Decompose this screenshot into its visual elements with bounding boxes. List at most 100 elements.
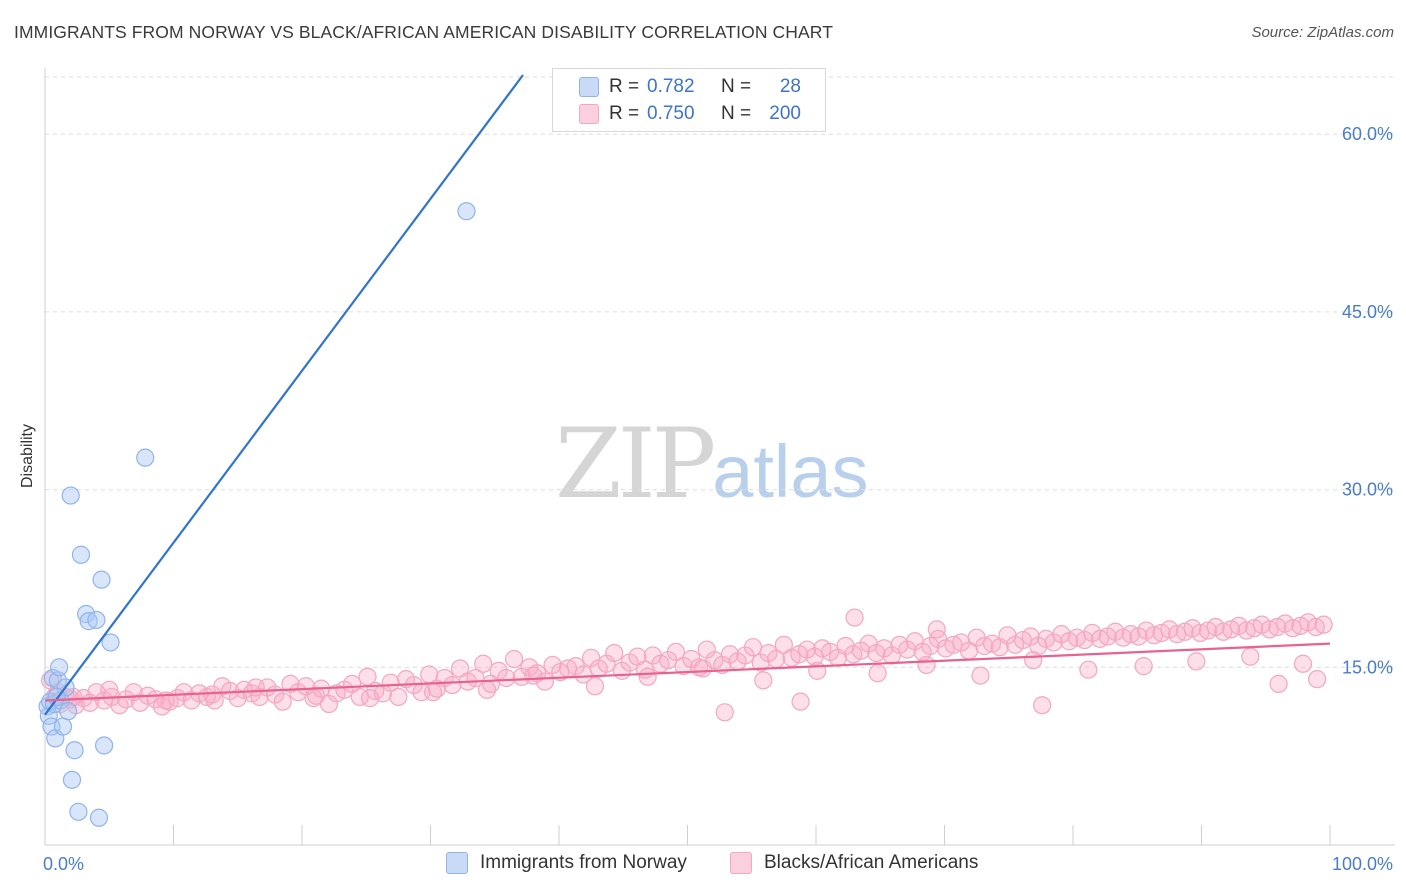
norway-trend-line	[44, 74, 524, 716]
black-point	[1052, 625, 1071, 644]
black-point	[928, 629, 948, 648]
black-point	[868, 664, 887, 683]
norway-point	[79, 612, 98, 631]
black-trend-line	[44, 642, 1331, 702]
black-point	[1029, 636, 1048, 656]
legend-n-label: N =	[721, 76, 752, 97]
legend-swatch-black	[579, 104, 599, 124]
black-point	[443, 675, 462, 695]
black-point	[1308, 670, 1327, 689]
norway-point	[71, 545, 91, 564]
black-point	[791, 692, 810, 711]
black-point	[202, 685, 222, 704]
norway-point	[59, 702, 78, 721]
bottom-legend-label-norway: Immigrants from Norway	[480, 852, 687, 873]
norway-point	[65, 741, 84, 760]
bottom-legend-black: Blacks/African Americans	[730, 852, 978, 874]
black-point	[250, 687, 269, 707]
black-point	[743, 638, 763, 657]
norway-point	[62, 770, 82, 789]
black-point	[921, 636, 940, 656]
black-point	[246, 678, 265, 697]
black-point	[1241, 647, 1260, 666]
black-point	[1293, 654, 1313, 673]
y-tick-label: 15.0%	[1342, 657, 1393, 677]
y-tick-label: 45.0%	[1342, 302, 1393, 322]
norway-point	[95, 736, 114, 755]
legend-swatch-norway	[579, 77, 599, 97]
black-point	[1021, 627, 1040, 646]
black-point	[1269, 674, 1288, 693]
black-point	[423, 683, 443, 702]
norway-point	[39, 706, 58, 725]
legend-r-label: R =	[609, 103, 640, 124]
black-point	[1079, 660, 1098, 679]
legend-r-value-norway: 0.782	[647, 76, 695, 97]
black-point	[381, 673, 400, 692]
black-point	[808, 661, 827, 680]
legend-n-label: N =	[721, 103, 752, 124]
black-point	[574, 665, 593, 684]
chart-title: IMMIGRANTS FROM NORWAY VS BLACK/AFRICAN …	[14, 22, 833, 42]
black-point	[751, 653, 770, 672]
black-point	[605, 643, 624, 663]
bottom-legend-swatch-black	[730, 852, 752, 874]
black-point	[524, 666, 543, 685]
bottom-legend-label-black: Blacks/African Americans	[764, 852, 979, 873]
black-point	[693, 659, 713, 678]
legend-r-value-black: 0.750	[647, 103, 695, 124]
norway-point	[87, 610, 106, 630]
watermark-atlas: atlas	[712, 430, 869, 513]
x-tick-label: 0.0%	[43, 854, 84, 874]
black-point	[971, 666, 990, 685]
black-point	[474, 654, 493, 673]
black-point	[715, 703, 734, 722]
watermark-zip: ZIP	[555, 408, 716, 520]
black-point	[927, 620, 946, 639]
norway-point	[77, 604, 96, 624]
black-point	[543, 655, 562, 675]
black-point	[638, 667, 657, 686]
black-point	[1033, 696, 1052, 715]
norway-point	[69, 802, 88, 821]
norway-point	[89, 808, 109, 827]
black-point	[674, 657, 693, 676]
black-point	[116, 690, 136, 709]
bottom-legend-norway: Immigrants from Norway	[446, 852, 687, 874]
norway-point	[92, 570, 111, 589]
x-tick-label: 100.0%	[1332, 854, 1393, 874]
black-point	[797, 640, 817, 659]
black-point	[917, 655, 936, 675]
black-point	[273, 692, 292, 711]
black-point	[845, 608, 864, 627]
black-point	[307, 686, 326, 705]
black-point	[504, 649, 524, 669]
black-point	[361, 689, 380, 708]
black-point	[497, 668, 516, 688]
legend-n-value-black: 200	[769, 103, 801, 124]
watermark: ZIPatlas	[555, 408, 869, 520]
black-point	[477, 680, 497, 699]
legend-n-value-norway: 28	[779, 76, 801, 97]
black-point	[130, 693, 150, 712]
norway-point	[101, 633, 120, 652]
black-point	[1075, 630, 1094, 650]
black-point	[1134, 657, 1153, 676]
black-point	[666, 642, 686, 662]
black-point	[754, 671, 773, 690]
black-point	[389, 687, 408, 707]
legend-r-label: R =	[609, 76, 640, 97]
black-point	[875, 639, 894, 658]
stats-legend: R = 0.782 N = 28 R = 0.750 N = 200	[552, 68, 826, 132]
norway-point	[457, 202, 476, 221]
norway-point	[61, 486, 80, 505]
black-point	[720, 645, 740, 664]
black-point	[182, 691, 201, 710]
black-point	[1187, 652, 1206, 671]
chart-source: Source: ZipAtlas.com	[1251, 24, 1394, 41]
y-tick-label: 60.0%	[1342, 124, 1393, 144]
norway-point	[50, 658, 69, 677]
black-point	[100, 680, 119, 699]
norway-point	[53, 717, 73, 736]
